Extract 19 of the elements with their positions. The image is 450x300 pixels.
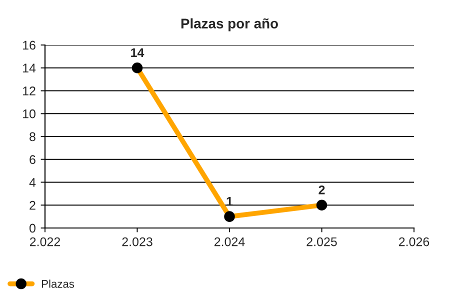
y-tick-label: 4: [29, 178, 36, 187]
y-tick-label: 14: [23, 64, 36, 72]
data-label: 14: [131, 48, 144, 57]
y-tick-label: 12: [23, 86, 36, 96]
chart-title: Plazas por año: [181, 18, 278, 32]
data-label: 1: [226, 197, 233, 206]
y-tick-label: 8: [30, 132, 36, 142]
x-tick-label: 2.026: [398, 237, 430, 246]
data-label: 2: [318, 185, 325, 194]
y-tick-label: 10: [23, 109, 36, 118]
x-tick-label: 2.022: [30, 237, 60, 246]
y-tick-label: 6: [30, 155, 36, 164]
legend-label: Plazas: [42, 280, 74, 288]
x-tick-label: 2.025: [306, 237, 337, 246]
y-tick-label: 2: [30, 200, 36, 210]
y-tick-label: 16: [23, 40, 36, 50]
x-tick-label: 2.024: [214, 237, 245, 246]
x-tick-label: 2.023: [122, 237, 152, 246]
y-tick-label: 0: [30, 224, 36, 233]
